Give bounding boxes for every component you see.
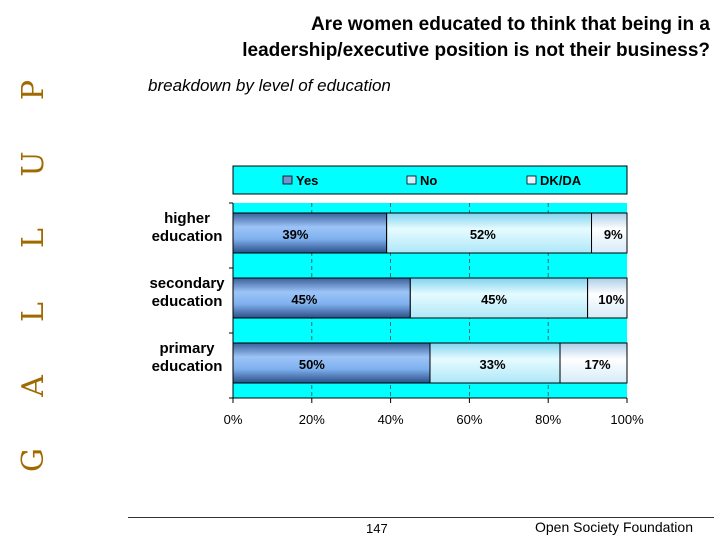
data-label: 50% xyxy=(299,357,325,372)
x-tick-label: 100% xyxy=(610,412,644,427)
data-label: 45% xyxy=(291,292,317,307)
bar-segment xyxy=(409,277,589,319)
x-tick-label: 20% xyxy=(299,412,325,427)
chart-title: Are women educated to think that being i… xyxy=(120,12,710,64)
footer-divider xyxy=(128,517,714,518)
category-label: primary xyxy=(159,340,215,357)
category-label: education xyxy=(152,228,223,245)
bar-segment xyxy=(386,212,593,254)
data-label: 45% xyxy=(481,292,507,307)
legend-swatch xyxy=(406,175,417,185)
bar-segment xyxy=(559,342,628,384)
x-tick-label: 40% xyxy=(378,412,404,427)
data-label: 39% xyxy=(282,227,308,242)
data-label: 33% xyxy=(479,357,505,372)
title-line-1: Are women educated to think that being i… xyxy=(310,14,710,35)
title-line-2: leadership/executive position is not the… xyxy=(242,40,710,61)
legend-label: DK/DA xyxy=(540,173,582,188)
x-tick-label: 60% xyxy=(456,412,482,427)
page-number: 147 xyxy=(366,521,388,536)
bar-segment xyxy=(591,212,628,254)
category-label: education xyxy=(152,293,223,310)
bar-segment xyxy=(429,342,561,384)
bar-segment xyxy=(232,342,431,384)
chart-subtitle: breakdown by level of education xyxy=(148,76,391,95)
legend-label: No xyxy=(420,173,437,188)
x-tick-label: 0% xyxy=(224,412,243,427)
data-label: 9% xyxy=(604,227,623,242)
category-label: higher xyxy=(164,210,210,227)
category-label: education xyxy=(152,358,223,375)
legend-swatch xyxy=(526,175,537,185)
legend-swatch xyxy=(282,175,293,185)
legend-box xyxy=(232,165,628,195)
organization-name: Open Society Foundation xyxy=(535,519,693,535)
x-tick-label: 80% xyxy=(535,412,561,427)
category-label: secondary xyxy=(149,275,225,292)
legend-label: Yes xyxy=(296,173,318,188)
data-label: 52% xyxy=(470,227,496,242)
bar-segment xyxy=(232,277,411,319)
data-label: 10% xyxy=(598,292,624,307)
bar-segment xyxy=(232,212,388,254)
bar-segment xyxy=(587,277,628,319)
data-label: 17% xyxy=(584,357,610,372)
